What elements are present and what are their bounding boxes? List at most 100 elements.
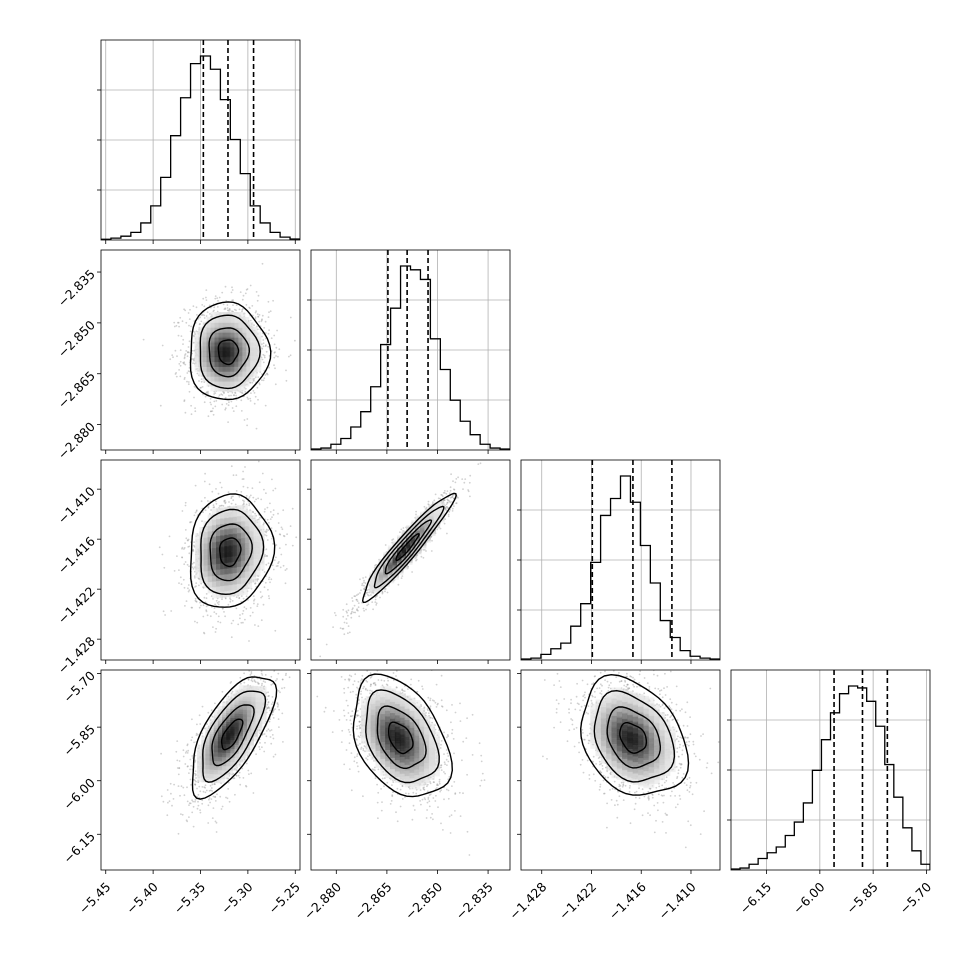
sample-point [453, 505, 455, 507]
sample-point [189, 521, 192, 524]
sample-point [224, 308, 227, 310]
sample-point [256, 605, 259, 607]
sample-point [256, 386, 259, 389]
sample-point [181, 320, 184, 323]
sample-point [356, 608, 358, 610]
sample-point [285, 379, 288, 382]
sample-point [263, 571, 266, 573]
sample-point [189, 308, 191, 311]
sample-point [158, 546, 161, 549]
sample-point [209, 801, 212, 804]
sample-point [206, 614, 209, 617]
sample-point [233, 777, 236, 780]
sample-point [243, 606, 246, 609]
sample-point [200, 378, 203, 380]
sample-point [254, 317, 257, 320]
scatter-panel-3-2 [307, 459, 511, 664]
sample-point [230, 502, 233, 505]
sample-point [342, 608, 345, 611]
sample-point [192, 341, 195, 344]
sample-point [213, 306, 216, 309]
sample-point [444, 507, 447, 510]
sample-point [269, 518, 272, 520]
sample-point [220, 486, 223, 489]
sample-point [183, 563, 186, 566]
sample-point [221, 607, 224, 610]
sample-point [282, 509, 285, 512]
sample-point [203, 381, 206, 383]
sample-point [366, 593, 369, 596]
sample-point [268, 366, 270, 369]
sample-point [231, 310, 233, 313]
sample-point [445, 506, 448, 509]
sample-point [234, 392, 237, 394]
scatter-panel-2-1 [97, 249, 301, 454]
sample-point [453, 488, 456, 491]
sample-point [205, 391, 208, 393]
density-bin [253, 542, 265, 554]
sample-point [205, 299, 208, 301]
sample-point [231, 391, 234, 394]
sample-point [267, 300, 270, 303]
sample-point [262, 523, 265, 526]
sample-point [359, 592, 361, 594]
sample-point [235, 607, 238, 610]
sample-point [183, 400, 186, 403]
sample-point [203, 480, 206, 483]
sample-point [248, 306, 251, 309]
sample-point [265, 350, 268, 353]
sample-point [188, 552, 191, 555]
sample-point [444, 507, 447, 510]
sample-point [183, 548, 185, 550]
histogram-step-2 [311, 265, 510, 450]
sample-point [253, 402, 256, 405]
sample-point [208, 483, 211, 486]
sample-point [205, 392, 208, 394]
sample-point [269, 310, 272, 313]
sample-point [261, 595, 264, 598]
sample-point [263, 510, 266, 513]
sample-point [179, 375, 182, 378]
sample-point [363, 588, 366, 591]
sample-point [184, 309, 187, 312]
sample-point [176, 355, 178, 358]
sample-point [172, 356, 174, 359]
sample-point [262, 361, 265, 364]
sample-point [289, 316, 292, 319]
sample-point [244, 618, 246, 621]
sample-point [183, 362, 185, 365]
sample-point [204, 496, 206, 499]
sample-point [263, 522, 265, 524]
sample-point [189, 521, 192, 523]
sample-point [308, 476, 310, 478]
sample-point [205, 593, 208, 595]
sample-point [381, 590, 384, 593]
sample-point [274, 351, 276, 353]
sample-point [224, 408, 227, 411]
sample-point [261, 262, 264, 265]
sample-point [188, 804, 190, 806]
sample-point [281, 528, 284, 531]
contour-line-2 [208, 327, 251, 378]
sample-point [268, 578, 270, 581]
sample-point [268, 597, 271, 600]
sample-point [223, 500, 226, 503]
sample-point [214, 297, 217, 300]
sample-point [187, 351, 190, 354]
sample-point [252, 595, 255, 597]
sample-point [212, 598, 214, 600]
sample-point [363, 579, 365, 582]
sample-point [334, 614, 337, 617]
sample-point [282, 534, 285, 537]
sample-point [249, 319, 252, 322]
sample-point [447, 499, 450, 502]
sample-point [204, 395, 207, 398]
sample-point [282, 741, 284, 743]
sample-point [251, 487, 254, 490]
sample-point [217, 492, 220, 495]
sample-point [451, 494, 454, 497]
contour-line-4 [189, 493, 276, 608]
sample-point [187, 346, 190, 348]
contour-line-3 [200, 508, 265, 596]
sample-point [263, 377, 266, 380]
